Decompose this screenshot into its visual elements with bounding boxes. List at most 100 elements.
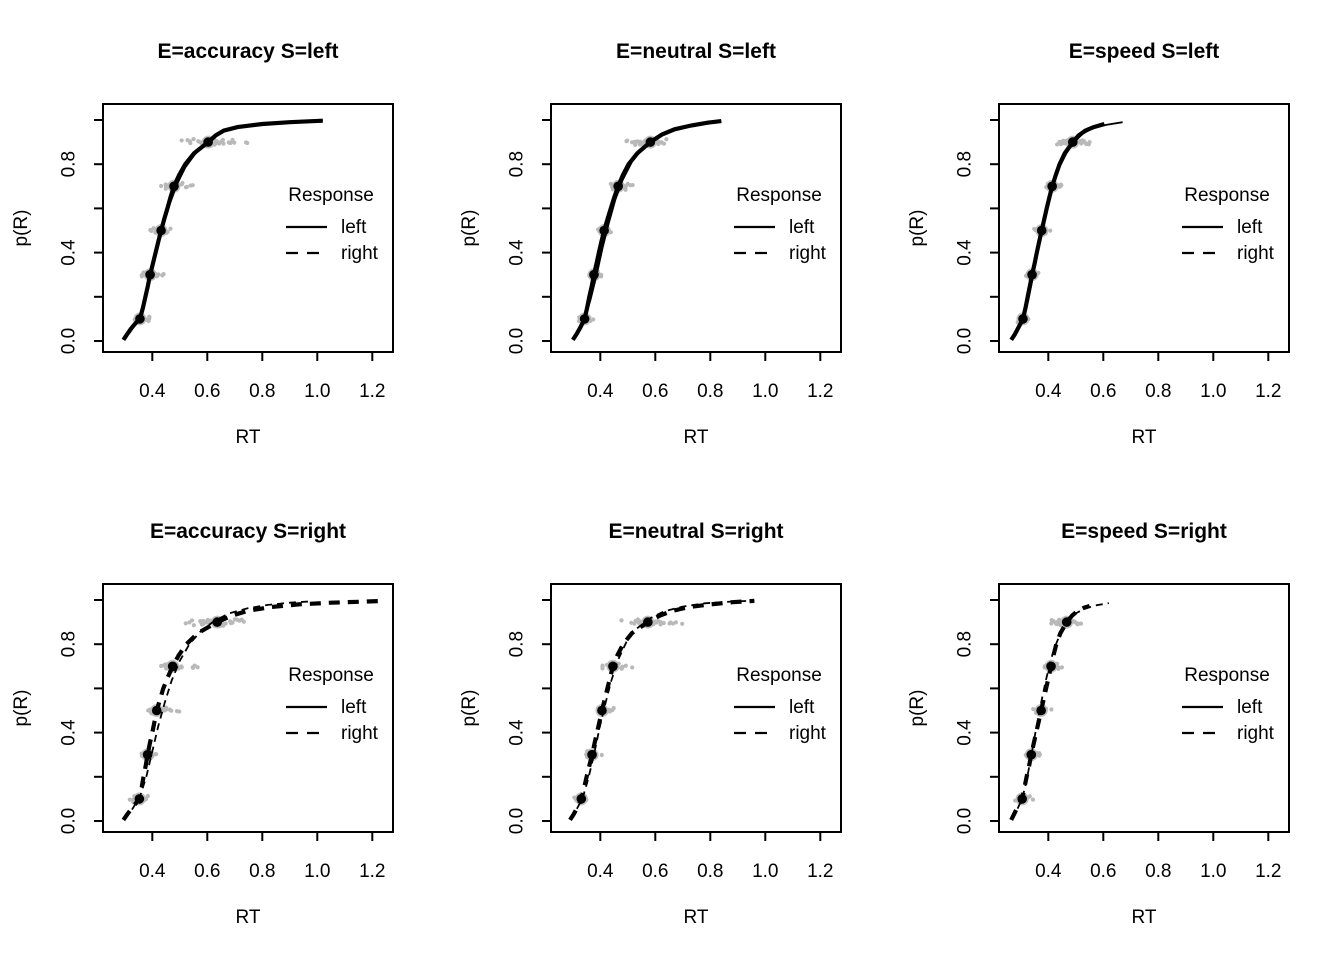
y-tick-label: 0.8 [59, 631, 80, 657]
plot-content [1009, 602, 1109, 821]
gray-dot [624, 139, 629, 144]
gray-dot [245, 140, 250, 146]
gray-dot [655, 140, 660, 145]
x-tick-label: 0.8 [249, 861, 275, 882]
y-tick-label: 0.4 [59, 239, 80, 266]
y-tick-label: 0.0 [955, 808, 976, 834]
plot-box [102, 103, 394, 353]
quantile-dot [1061, 617, 1072, 627]
gray-dot [156, 272, 161, 277]
x-tick-label: 0.6 [194, 381, 220, 402]
gray-dot [1059, 183, 1064, 188]
plot-area: 0.4 0.6 0.8 1.0 1.2 0.0 0.4 0.8 Response left righ… [507, 103, 842, 402]
gray-dot [1027, 794, 1032, 799]
gray-dot [628, 183, 633, 188]
plot-area: 0.4 0.6 0.8 1.0 1.2 0.0 0.4 0.8 Response left righ… [59, 103, 394, 402]
quantile-dot [645, 137, 656, 147]
gray-dot [174, 708, 180, 714]
quantile-dot [134, 794, 145, 804]
legend-label-right: right [341, 723, 379, 744]
x-tick-label: 1.2 [359, 861, 385, 882]
gray-dot [629, 140, 635, 145]
plot-content [121, 118, 323, 342]
x-tick-label: 0.8 [1145, 861, 1171, 882]
legend-label-right: right [341, 243, 379, 264]
panel-E-neutral-S-left: E=neutral S=left p(R) RT 0.4 0.6 0.8 1.0 1.2… [448, 0, 896, 480]
gray-dot [160, 273, 165, 278]
gray-dot [1049, 617, 1054, 623]
gray-dot [1032, 226, 1037, 232]
panel-title: E=speed S=left [1068, 40, 1220, 63]
x-tick-label: 0.6 [194, 861, 220, 882]
gray-dot [164, 707, 169, 712]
quantile-dot [589, 269, 599, 280]
quantile-dot [203, 137, 213, 147]
x-axis-label: RT [683, 907, 709, 928]
gray-dot [191, 137, 196, 142]
gray-dot [191, 623, 196, 628]
gray-dot [635, 619, 640, 624]
gray-dot [1055, 664, 1060, 669]
plot-area: 0.4 0.6 0.8 1.0 1.2 0.0 0.4 0.8 Response left righ… [955, 583, 1290, 882]
quantile-dot [1017, 794, 1027, 804]
gray-dot [1023, 273, 1029, 278]
x-tick-label: 1.0 [1200, 381, 1226, 402]
panel-title: E=accuracy S=left [157, 40, 339, 63]
y-tick-label: 0.4 [507, 239, 528, 266]
gray-dot [180, 180, 185, 186]
x-tick-label: 0.4 [139, 861, 166, 882]
gray-dot [234, 617, 240, 622]
x-axis-label: RT [683, 427, 709, 448]
y-tick-label: 0.0 [59, 328, 80, 354]
quantile-dot [169, 181, 179, 192]
gray-dot [227, 140, 232, 146]
y-tick-label: 0.8 [507, 151, 528, 177]
gray-dot [183, 621, 188, 626]
quantile-dot [613, 181, 623, 192]
gray-dot [1013, 798, 1018, 803]
panel-title: E=neutral S=left [616, 40, 776, 63]
gray-dot [661, 141, 667, 146]
x-axis-label: RT [235, 427, 261, 448]
gray-dot [1059, 665, 1065, 670]
x-tick-label: 0.8 [697, 381, 723, 402]
x-tick-label: 1.2 [807, 381, 833, 402]
legend-title: Response [288, 665, 374, 686]
y-tick-label: 0.8 [507, 631, 528, 657]
gray-dot [168, 226, 173, 231]
legend-label-left: left [789, 697, 815, 718]
legend-title: Response [1184, 185, 1270, 206]
y-tick-label: 0.4 [955, 239, 976, 266]
gray-dot [653, 620, 658, 625]
gray-dot [127, 797, 132, 802]
gray-dot [146, 317, 152, 322]
y-tick-label: 0.8 [955, 631, 976, 657]
gray-dot [610, 707, 615, 713]
gray-dot [633, 142, 638, 148]
x-tick-label: 0.6 [1090, 861, 1116, 882]
gray-dot [228, 619, 233, 624]
x-axis-label: RT [235, 907, 261, 928]
plot-area: 0.4 0.6 0.8 1.0 1.2 0.0 0.4 0.8 Response left righ… [59, 583, 394, 882]
gray-dot [599, 752, 604, 758]
x-tick-label: 1.0 [1200, 861, 1226, 882]
plot-area: 0.4 0.6 0.8 1.0 1.2 0.0 0.4 0.8 Response left righ… [955, 103, 1290, 402]
x-tick-label: 0.4 [587, 381, 614, 402]
legend-title: Response [1184, 665, 1270, 686]
gray-dot [1083, 140, 1088, 146]
data-curve [1009, 603, 1091, 821]
quantile-dot [1046, 661, 1056, 672]
quantile-dot [643, 617, 653, 627]
gray-dot [187, 139, 193, 144]
quantile-dot [1027, 269, 1037, 280]
gray-dot [196, 139, 201, 144]
x-axis-label: RT [1131, 907, 1157, 928]
legend-label-left: left [341, 697, 367, 718]
x-tick-label: 1.0 [304, 381, 330, 402]
x-tick-label: 0.4 [1035, 381, 1062, 402]
gray-dot [167, 707, 172, 712]
gray-dot [1030, 797, 1036, 802]
gray-dot [230, 137, 235, 142]
legend-label-right: right [789, 243, 827, 264]
